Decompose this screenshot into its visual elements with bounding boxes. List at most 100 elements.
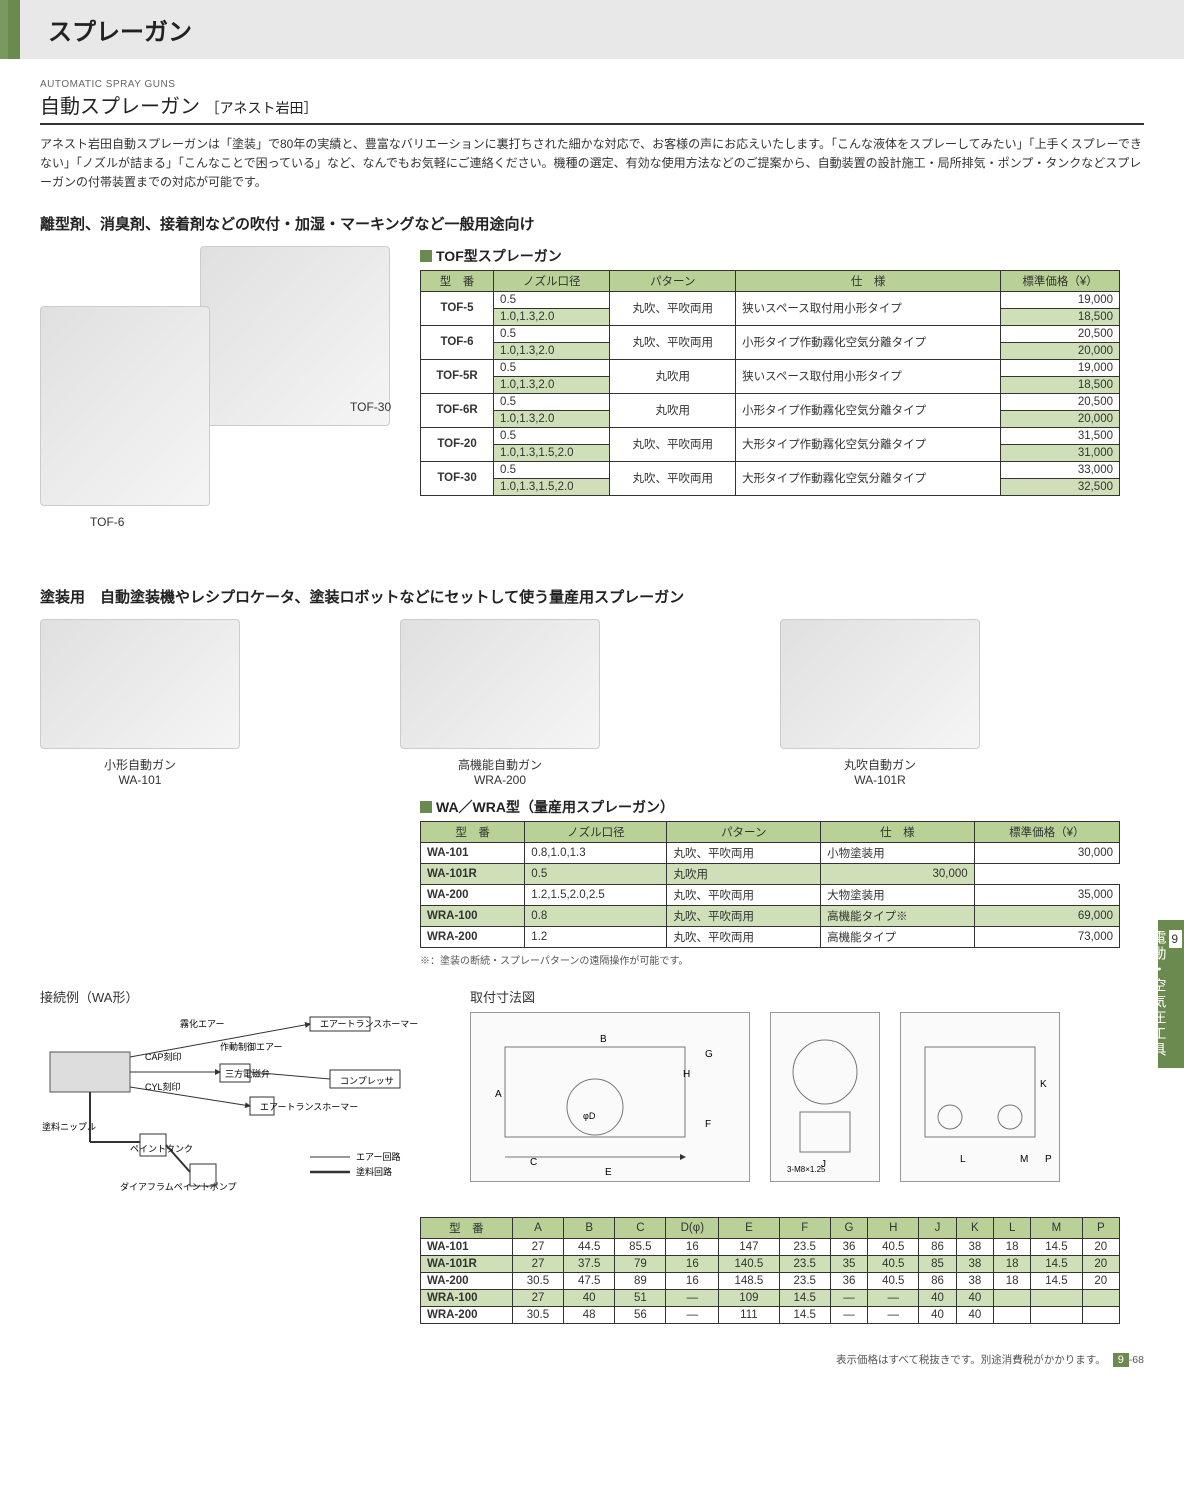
table-header: A xyxy=(512,1217,563,1238)
page-footer: 表示価格はすべて税抜きです。別途消費税がかかります。 9-68 xyxy=(0,1344,1184,1383)
table-header: 型 番 xyxy=(421,821,525,842)
dimension-front-view: J 3-M8×1.25 xyxy=(770,1012,880,1182)
dimension-rear-view: K L M P xyxy=(900,1012,1060,1182)
table-header: L xyxy=(994,1217,1031,1238)
page-content: AUTOMATIC SPRAY GUNS 自動スプレーガン ［アネスト岩田］ ア… xyxy=(0,59,1184,1344)
square-icon xyxy=(420,250,432,262)
svg-text:塗料ニップル: 塗料ニップル xyxy=(42,1121,96,1132)
table-header: 仕 様 xyxy=(821,821,975,842)
svg-text:塗料回路: 塗料回路 xyxy=(356,1166,392,1177)
product-image xyxy=(40,619,240,749)
table-row: WA-1010.8,1.0,1.3丸吹、平吹両用小物塗装用30,000 xyxy=(421,842,1120,863)
connection-diagram-wrap: 接続例（WA形） 霧化エアー エアートランスホーマー 作動制御エアー CAP刻印… xyxy=(40,987,440,1205)
svg-text:P: P xyxy=(1045,1154,1052,1165)
svg-text:エアートランスホーマー: エアートランスホーマー xyxy=(320,1019,418,1029)
table-header: G xyxy=(830,1217,867,1238)
table-row: WA-101R2737.57916140.523.53540.585381814… xyxy=(421,1255,1120,1272)
table-header: H xyxy=(868,1217,919,1238)
dims-table-wrap: 型 番ABCD(φ)EFGHJKLMPWA-1012744.585.516147… xyxy=(420,1217,1144,1324)
side-tab: 9 電動・空気圧工具 xyxy=(1158,920,1184,1068)
table-row: TOF-300.5丸吹、平吹両用大形タイプ作動霧化空気分離タイプ33,000 xyxy=(421,461,1120,478)
table-row: WRA-100274051—10914.5——4040 xyxy=(421,1289,1120,1306)
subtitle-main: 自動スプレーガン xyxy=(40,96,200,118)
dimension-diagram-wrap: 取付寸法図 A C B φD H G F E xyxy=(470,987,1144,1182)
side-tab-label: 電動・空気圧工具 xyxy=(1151,930,1167,1058)
svg-text:H: H xyxy=(683,1069,690,1080)
product-image xyxy=(780,619,980,749)
img-label-tof30: TOF-30 xyxy=(350,400,391,414)
connection-diagram-title: 接続例（WA形） xyxy=(40,987,440,1006)
img-caption: 丸吹自動ガンWA-101R xyxy=(780,756,980,787)
table-row: WA-2001.2,1.5,2.0,2.5丸吹、平吹両用大物塗装用35,000 xyxy=(421,884,1120,905)
footer-text: 表示価格はすべて税抜きです。別途消費税がかかります。 xyxy=(836,1354,1106,1366)
table-header: 仕 様 xyxy=(736,270,1001,291)
img-caption: 高機能自動ガンWRA-200 xyxy=(400,756,600,787)
img-label-tof6: TOF-6 xyxy=(90,515,124,529)
table-row: WA-20030.547.58916148.523.53640.58638181… xyxy=(421,1272,1120,1289)
product-image xyxy=(400,619,600,749)
product-image-col: 小形自動ガンWA-101 xyxy=(40,619,240,787)
svg-text:A: A xyxy=(495,1089,502,1100)
table-row: WRA-2001.2丸吹、平吹両用高機能タイプ73,000 xyxy=(421,926,1120,947)
svg-text:作動制御エアー: 作動制御エアー xyxy=(220,1041,282,1052)
section1-table-wrap: TOF型スプレーガン 型 番ノズル口径パターン仕 様標準価格（¥）TOF-50.… xyxy=(420,246,1144,496)
wa-table-title: WA／WRA型（量産用スプレーガン） xyxy=(420,797,1144,817)
svg-text:エアー回路: エアー回路 xyxy=(356,1151,400,1162)
table-row: WRA-20030.54856—11114.5——4040 xyxy=(421,1306,1120,1323)
intro-paragraph: アネスト岩田自動スプレーガンは「塗装」で80年の実績と、豊富なバリエーションに裏… xyxy=(40,135,1144,193)
product-image-tof30 xyxy=(200,246,390,426)
table-header: パターン xyxy=(610,270,736,291)
table-header: M xyxy=(1031,1217,1082,1238)
table-row: WRA-1000.8丸吹、平吹両用高機能タイプ※69,000 xyxy=(421,905,1120,926)
table-row: TOF-6R0.5丸吹用小形タイプ作動霧化空気分離タイプ20,500 xyxy=(421,393,1120,410)
wa-table-note: ※：塗装の断続・スプレーパターンの遠隔操作が可能です。 xyxy=(420,952,1144,967)
svg-text:M: M xyxy=(1020,1154,1028,1165)
table-header: 標準価格（¥） xyxy=(1001,270,1120,291)
footer-page-num: -68 xyxy=(1129,1354,1144,1366)
table-header: 型 番 xyxy=(421,1217,513,1238)
product-image-col: 高機能自動ガンWRA-200 xyxy=(400,619,600,787)
tof-spec-table: 型 番ノズル口径パターン仕 様標準価格（¥）TOF-50.5丸吹、平吹両用狭いス… xyxy=(420,270,1120,496)
page-header: スプレーガン xyxy=(0,0,1184,59)
square-icon xyxy=(420,801,432,813)
subtitle-japanese: 自動スプレーガン ［アネスト岩田］ xyxy=(40,90,1144,125)
svg-text:CAP刻印: CAP刻印 xyxy=(145,1051,182,1062)
svg-text:F: F xyxy=(705,1119,711,1130)
svg-text:コンプレッサ: コンプレッサ xyxy=(340,1076,394,1086)
svg-text:E: E xyxy=(605,1167,612,1177)
subtitle-english: AUTOMATIC SPRAY GUNS xyxy=(40,79,1144,90)
table-header: B xyxy=(564,1217,615,1238)
table-row: TOF-5R0.5丸吹用狭いスペース取付用小形タイプ19,000 xyxy=(421,359,1120,376)
table-header: E xyxy=(719,1217,779,1238)
table-header: ノズル口径 xyxy=(494,270,610,291)
section2-heading: 塗装用 自動塗装機やレシプロケータ、塗装ロボットなどにセットして使う量産用スプレ… xyxy=(40,586,1144,607)
table-header: パターン xyxy=(667,821,821,842)
table-header: P xyxy=(1082,1217,1119,1238)
dimension-side-view: A C B φD H G F E xyxy=(470,1012,750,1182)
svg-text:ダイアフラムペイントポンプ: ダイアフラムペイントポンプ xyxy=(120,1181,236,1192)
svg-text:ペイントタンク: ペイントタンク xyxy=(130,1144,193,1154)
section1-images: TOF-30 TOF-6 xyxy=(40,246,400,546)
diagrams-row: 接続例（WA形） 霧化エアー エアートランスホーマー 作動制御エアー CAP刻印… xyxy=(40,987,1144,1205)
section2-table-wrap: WA／WRA型（量産用スプレーガン） 型 番ノズル口径パターン仕 様標準価格（¥… xyxy=(420,797,1144,967)
table-header: C xyxy=(615,1217,666,1238)
product-image-col: 丸吹自動ガンWA-101R xyxy=(780,619,980,787)
svg-text:L: L xyxy=(960,1154,966,1165)
header-title: スプレーガン xyxy=(48,12,1164,47)
dimension-diagram-title: 取付寸法図 xyxy=(470,987,1144,1006)
footer-section-num: 9 xyxy=(1113,1353,1129,1367)
svg-text:K: K xyxy=(1040,1079,1047,1090)
side-tab-number: 9 xyxy=(1169,930,1182,948)
table-header: J xyxy=(919,1217,956,1238)
svg-text:霧化エアー: 霧化エアー xyxy=(180,1018,224,1029)
table-header: F xyxy=(779,1217,830,1238)
svg-text:C: C xyxy=(530,1157,537,1168)
table-header: 標準価格（¥） xyxy=(974,821,1119,842)
table-row: TOF-200.5丸吹、平吹両用大形タイプ作動霧化空気分離タイプ31,500 xyxy=(421,427,1120,444)
table-row: TOF-50.5丸吹、平吹両用狭いスペース取付用小形タイプ19,000 xyxy=(421,291,1120,308)
table-row: TOF-60.5丸吹、平吹両用小形タイプ作動霧化空気分離タイプ20,500 xyxy=(421,325,1120,342)
table-row: WA-101R0.5丸吹用30,000 xyxy=(421,863,1120,884)
section1-row: TOF-30 TOF-6 TOF型スプレーガン 型 番ノズル口径パターン仕 様標… xyxy=(40,246,1144,546)
table-header: K xyxy=(956,1217,993,1238)
img-caption: 小形自動ガンWA-101 xyxy=(40,756,240,787)
